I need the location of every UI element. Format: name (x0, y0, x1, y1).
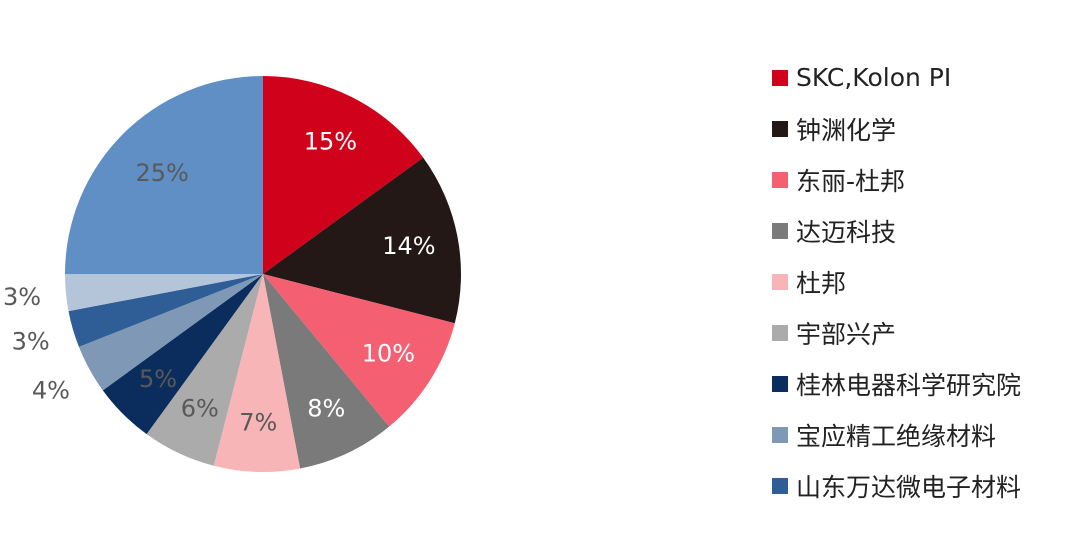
legend-item: 桂林电器科学研究院 (772, 358, 1021, 409)
legend-item: 杜邦 (772, 256, 1021, 307)
pie-slice (263, 157, 462, 324)
pie-data-label: 4% (32, 377, 70, 405)
legend-swatch (772, 477, 788, 494)
legend-item: 钟渊化学 (772, 103, 1021, 154)
pie-slice (263, 76, 424, 274)
legend-label: 桂林电器科学研究院 (796, 370, 1022, 400)
pie-slice (102, 274, 263, 435)
legend-swatch (772, 69, 788, 86)
pie-data-label: 15% (304, 128, 357, 156)
legend-swatch (772, 222, 788, 239)
legend-swatch (772, 426, 788, 443)
pie-slice (78, 274, 263, 391)
pie-data-label: 7% (239, 408, 277, 436)
pie-data-label: 14% (382, 232, 435, 260)
pie-slice (65, 274, 263, 312)
legend-swatch (772, 273, 788, 290)
pie-data-label: 3% (3, 283, 41, 311)
legend: SKC,Kolon PI 钟渊化学 东丽-杜邦 达迈科技 杜邦 宇部兴产 桂林电… (772, 52, 1021, 511)
pie-data-label: 3% (12, 328, 50, 356)
legend-label: 钟渊化学 (796, 115, 897, 145)
legend-swatch (772, 171, 788, 188)
legend-swatch (772, 324, 788, 341)
legend-label: 达迈科技 (796, 217, 897, 247)
legend-swatch (772, 375, 788, 392)
pie-slice (65, 76, 263, 274)
pie-slice (263, 274, 455, 427)
legend-swatch (772, 120, 788, 137)
pie-slice (68, 274, 263, 347)
legend-item: 宝应精工绝缘材料 (772, 409, 1021, 460)
pie-data-label: 5% (139, 365, 177, 393)
pie-data-label: 6% (181, 394, 219, 422)
legend-item: SKC,Kolon PI (772, 52, 1021, 103)
pie-slice (213, 274, 301, 472)
legend-label: 宝应精工绝缘材料 (796, 421, 997, 451)
legend-label: 杜邦 (796, 268, 847, 298)
legend-label: 宇部兴产 (796, 319, 897, 349)
pie-slice (263, 274, 390, 469)
pie-data-label: 8% (307, 394, 345, 422)
pie-data-label: 25% (136, 159, 189, 187)
pie-data-labels: 15% 14% 10% 8% 7% 6%5% 4% 3% 3% 25% (3, 128, 436, 437)
pie-slices (65, 76, 462, 472)
legend-label: SKC,Kolon PI (796, 63, 952, 92)
legend-label: 山东万达微电子材料 (796, 472, 1022, 502)
pie-slice (146, 274, 263, 466)
legend-item: 达迈科技 (772, 205, 1021, 256)
legend-item: 东丽-杜邦 (772, 154, 1021, 205)
legend-item: 山东万达微电子材料 (772, 460, 1021, 511)
pie-data-label: 10% (362, 340, 415, 368)
legend-label: 东丽-杜邦 (796, 166, 906, 196)
legend-item: 宇部兴产 (772, 307, 1021, 358)
